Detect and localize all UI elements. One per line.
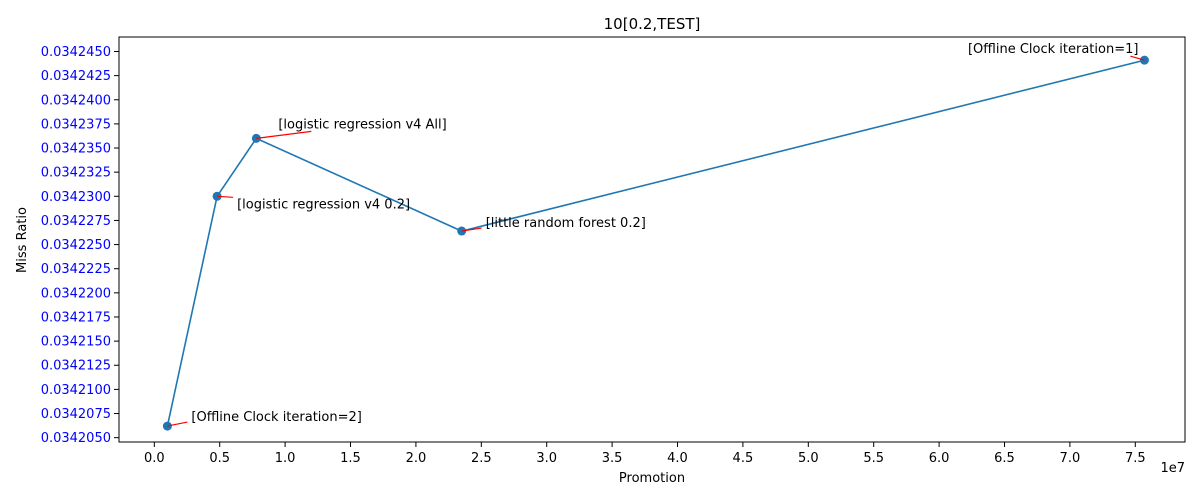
y-tick-label: 0.0342225: [41, 262, 111, 277]
x-offset-label: 1e7: [1160, 461, 1185, 476]
annotation-arrow: [167, 421, 188, 427]
annotation-label: [Offline Clock iteration=1]: [968, 42, 1138, 57]
annotation-arrow: [217, 195, 234, 198]
y-tick-label: 0.0342050: [41, 431, 111, 446]
y-tick-label: 0.0342200: [41, 286, 111, 301]
x-tick-label: 3.0: [536, 451, 557, 466]
y-tick-label: 0.0342275: [41, 214, 111, 229]
annotation-label: [little random forest 0.2]: [486, 216, 646, 231]
y-tick-label: 0.0342150: [41, 335, 111, 350]
x-axis-label: Promotion: [619, 471, 685, 486]
y-axis-label: Miss Ratio: [15, 207, 30, 273]
x-tick-label: 0.0: [144, 451, 165, 466]
y-tick-label: 0.0342100: [41, 383, 111, 398]
y-tick-label: 0.0342350: [41, 142, 111, 157]
x-tick-label: 3.5: [602, 451, 623, 466]
x-tick-label: 6.5: [994, 451, 1015, 466]
plot-area: 0.0 0.5 1.0 1.5 2.0 2.5 3.0 3.5 4.0 4.5 5.0 5.5 6.0 6…: [41, 36, 1186, 466]
annotation-arrow: [256, 130, 312, 139]
annotation-arrow: [461, 227, 482, 232]
series-line: [166, 59, 1145, 427]
x-tick-label: 2.0: [406, 451, 427, 466]
y-tick-label: 0.0342400: [41, 93, 111, 108]
annotation-label: [Offline Clock iteration=2]: [191, 410, 361, 425]
y-tick-label: 0.0342175: [41, 310, 111, 325]
x-tick-label: 5.5: [863, 451, 884, 466]
y-tick-label: 0.0342075: [41, 407, 111, 422]
x-tick-label: 6.0: [929, 451, 950, 466]
y-tick-label: 0.0342125: [41, 359, 111, 374]
x-tick-label: 1.5: [340, 451, 361, 466]
chart-title: 10[0.2,TEST]: [604, 15, 701, 33]
x-tick-label: 4.0: [667, 451, 688, 466]
x-tick-label: 2.5: [471, 451, 492, 466]
annotation-arrow: [1130, 55, 1145, 61]
plot-frame: [118, 36, 1186, 443]
y-tick-label: 0.0342375: [41, 117, 111, 132]
x-tick-label: 7.5: [1125, 451, 1146, 466]
y-tick-label: 0.0342300: [41, 190, 111, 205]
annotation-label: [logistic regression v4 All]: [278, 117, 446, 132]
x-tick-label: 5.0: [798, 451, 819, 466]
x-tick-label: 1.0: [275, 451, 296, 466]
x-tick-label: 4.5: [733, 451, 754, 466]
y-tick-label: 0.0342250: [41, 238, 111, 253]
x-tick-label: 0.5: [209, 451, 230, 466]
x-tick-label: 7.0: [1060, 451, 1081, 466]
y-tick-label: 0.0342425: [41, 69, 111, 84]
y-tick-label: 0.0342450: [41, 45, 111, 60]
annotation-label: [logistic regression v4 0.2]: [237, 197, 410, 212]
y-tick-label: 0.0342325: [41, 166, 111, 181]
